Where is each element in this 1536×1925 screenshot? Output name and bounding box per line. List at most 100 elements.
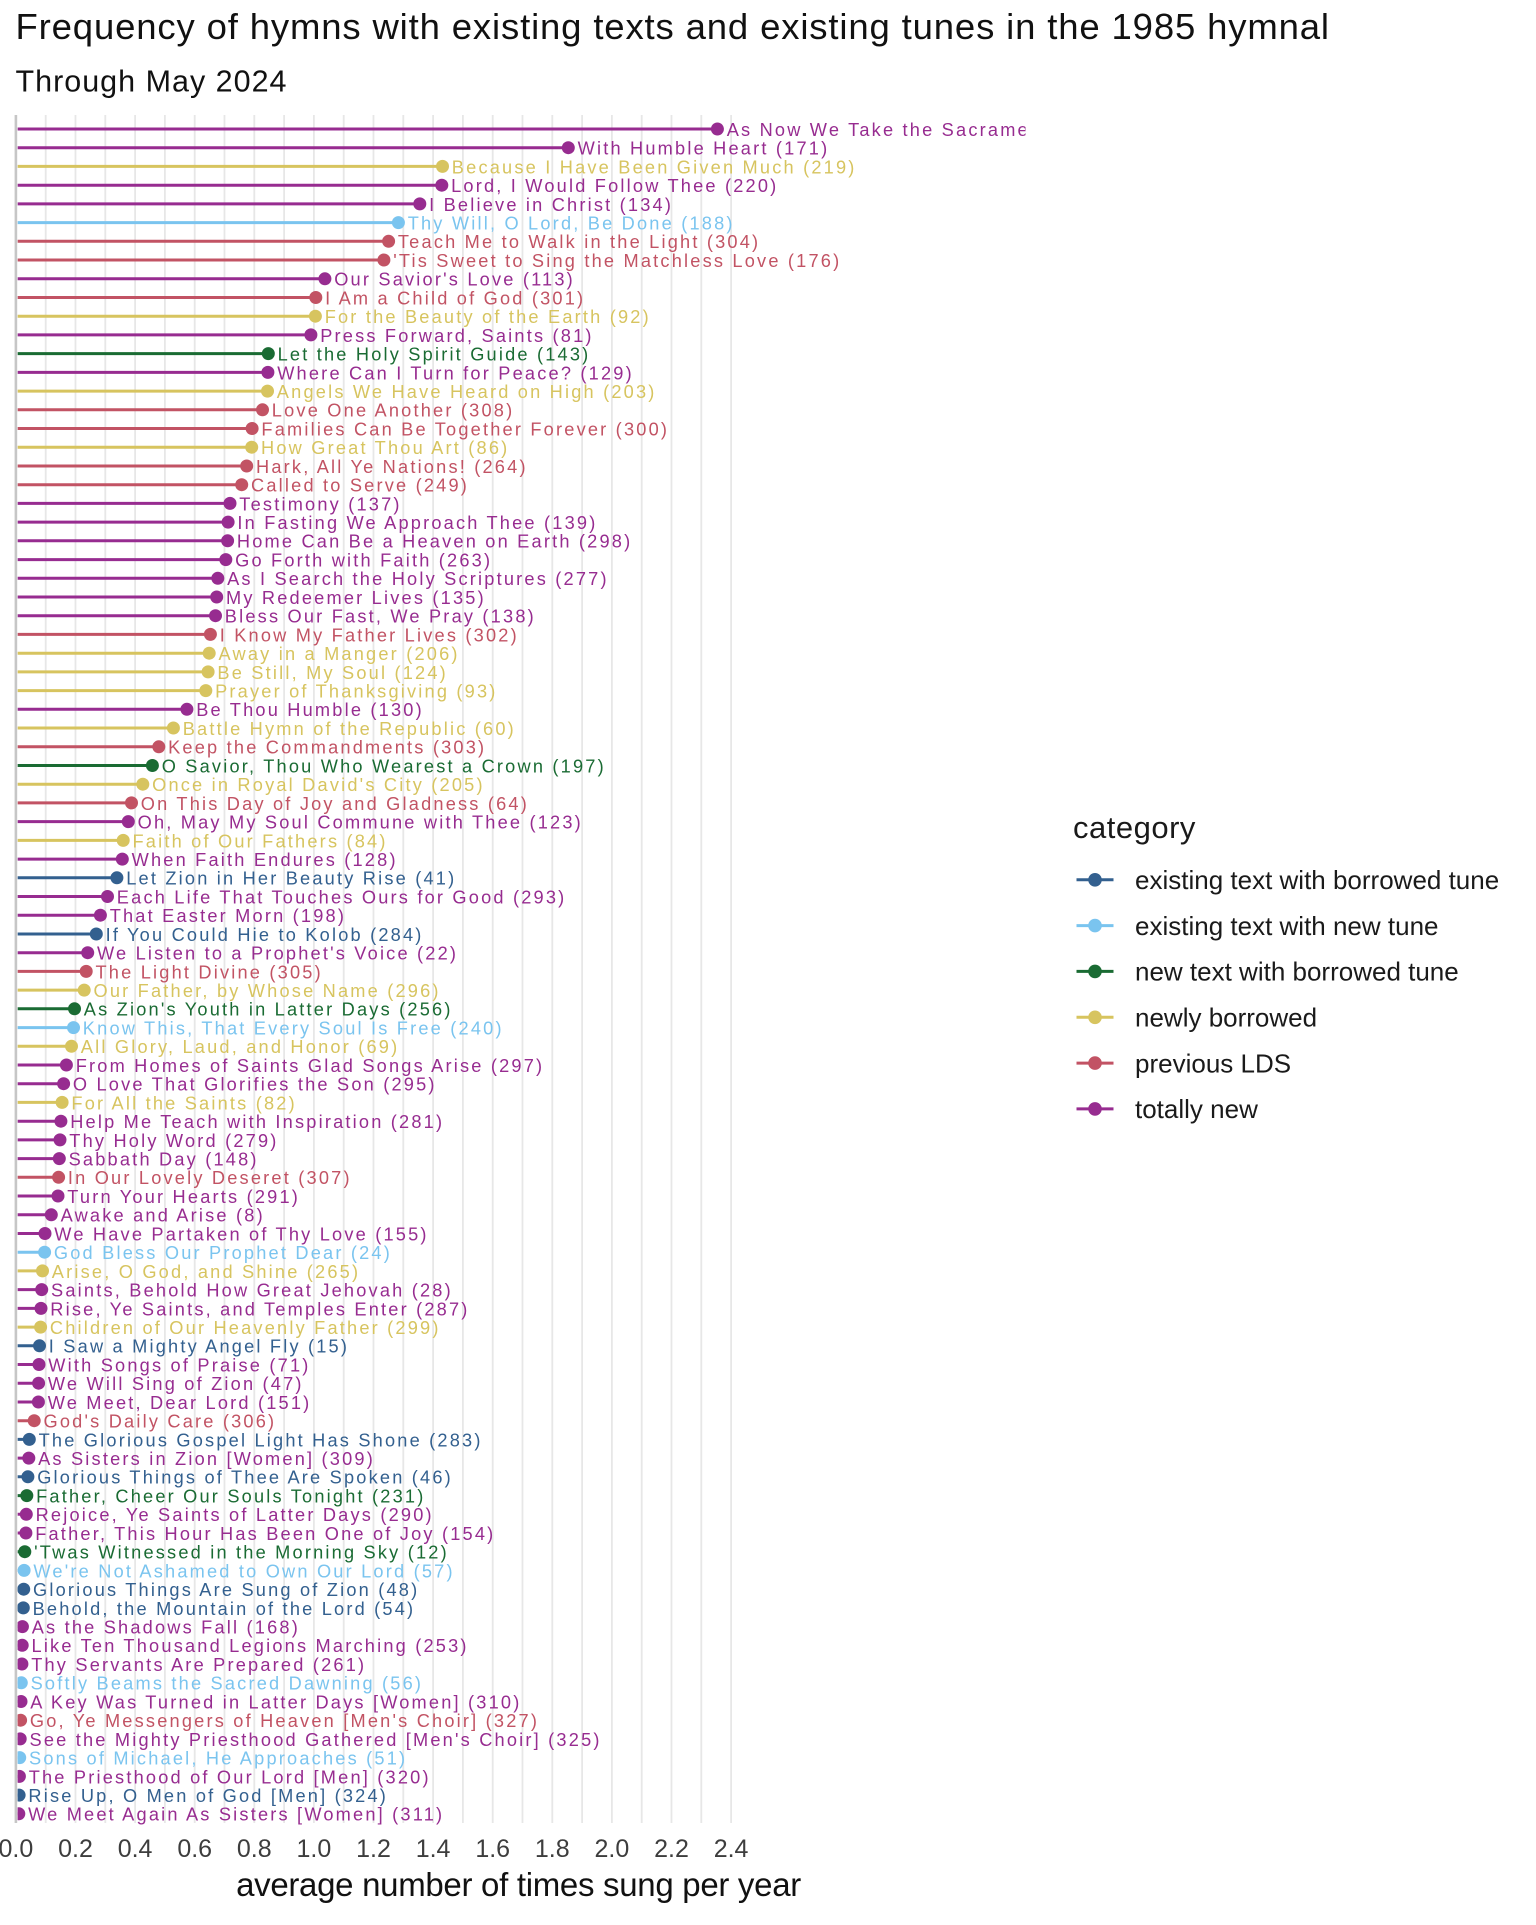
svg-text:Once in Royal David's City (20: Once in Royal David's City (205) (152, 775, 485, 795)
svg-text:Frequency of hymns with existi: Frequency of hymns with existing texts a… (16, 6, 1330, 47)
svg-text:We Will Sing of Zion (47): We Will Sing of Zion (47) (48, 1374, 304, 1394)
svg-text:0.6: 0.6 (177, 1835, 212, 1863)
svg-text:Sabbath Day (148): Sabbath Day (148) (69, 1150, 259, 1170)
svg-text:Father, Cheer Our Souls Tonigh: Father, Cheer Our Souls Tonight (231) (36, 1487, 425, 1507)
svg-text:When Faith Endures (128): When Faith Endures (128) (132, 850, 398, 870)
svg-text:totally new: totally new (1135, 1094, 1258, 1124)
svg-text:newly borrowed: newly borrowed (1135, 1003, 1317, 1033)
svg-text:The Glorious Gospel Light Has: The Glorious Gospel Light Has Shone (283… (39, 1430, 483, 1450)
svg-text:Our Father, by Whose Name (296: Our Father, by Whose Name (296) (94, 981, 441, 1001)
svg-text:0.8: 0.8 (237, 1835, 272, 1863)
svg-text:Keep the Commandments (303): Keep the Commandments (303) (168, 738, 486, 758)
svg-text:Awake and Arise (8): Awake and Arise (8) (61, 1206, 265, 1226)
svg-text:On This Day of Joy and Gladnes: On This Day of Joy and Gladness (64) (141, 794, 529, 814)
svg-text:Glorious Things of Thee Are Sp: Glorious Things of Thee Are Spoken (46) (37, 1468, 453, 1488)
svg-text:I Am a Child of God (301): I Am a Child of God (301) (325, 288, 585, 308)
svg-text:Turn Your Hearts (291): Turn Your Hearts (291) (67, 1187, 300, 1207)
svg-text:We Meet, Dear Lord (151): We Meet, Dear Lord (151) (48, 1393, 312, 1413)
svg-text:Know This, That Every Soul Is: Know This, That Every Soul Is Free (240) (83, 1019, 504, 1039)
svg-text:1.4: 1.4 (416, 1835, 451, 1863)
svg-text:Bless Our Fast, We Pray (138): Bless Our Fast, We Pray (138) (225, 607, 536, 627)
svg-text:In Our Lovely Deseret (307): In Our Lovely Deseret (307) (68, 1168, 352, 1188)
svg-text:Let Zion in Her Beauty Rise (4: Let Zion in Her Beauty Rise (41) (126, 869, 456, 889)
svg-text:As Sisters in Zion [Women] (30: As Sisters in Zion [Women] (309) (38, 1449, 375, 1469)
svg-text:As the Shadows Fall (168): As the Shadows Fall (168) (32, 1618, 300, 1638)
svg-text:With Songs of Praise (71): With Songs of Praise (71) (48, 1355, 310, 1375)
svg-text:Thy Will, O Lord, Be Done (188: Thy Will, O Lord, Be Done (188) (408, 214, 735, 234)
svg-text:From Homes of Saints Glad Song: From Homes of Saints Glad Songs Arise (2… (76, 1056, 545, 1076)
svg-text:Our Savior's Love (113): Our Savior's Love (113) (334, 270, 575, 290)
svg-text:O Love That Glorifies the Son: O Love That Glorifies the Son (295) (73, 1075, 437, 1095)
svg-text:Rise Up, O Men of God [Men] (3: Rise Up, O Men of God [Men] (324) (28, 1786, 388, 1806)
svg-text:Press Forward, Saints (81): Press Forward, Saints (81) (320, 326, 594, 346)
svg-text:Lord, I Would Follow Thee (220: Lord, I Would Follow Thee (220) (451, 176, 778, 196)
svg-text:My Redeemer Lives (135): My Redeemer Lives (135) (226, 588, 486, 608)
svg-text:Oh, May My Soul Commune with T: Oh, May My Soul Commune with Thee (123) (138, 813, 583, 833)
svg-text:0.2: 0.2 (58, 1835, 93, 1863)
svg-text:Behold, the Mountain of the Lo: Behold, the Mountain of the Lord (54) (33, 1599, 416, 1619)
svg-text:1.0: 1.0 (297, 1835, 332, 1863)
svg-text:O Savior, Thou Who Wearest a C: O Savior, Thou Who Wearest a Crown (197) (162, 756, 606, 776)
svg-text:Go Forth with Faith (263): Go Forth with Faith (263) (235, 551, 492, 571)
svg-text:Through May 2024: Through May 2024 (16, 65, 288, 99)
svg-text:For All the Saints (82): For All the Saints (82) (71, 1093, 296, 1113)
svg-text:existing text with new tune: existing text with new tune (1135, 911, 1439, 941)
svg-text:I Know My Father Lives (302): I Know My Father Lives (302) (220, 625, 519, 645)
svg-text:With Humble Heart (171): With Humble Heart (171) (578, 139, 830, 159)
svg-text:average number of times sung p: average number of times sung per year (236, 1866, 801, 1903)
svg-text:We Listen to a Prophet's Voice: We Listen to a Prophet's Voice (22) (97, 944, 458, 964)
svg-text:Saints, Behold How Great Jehov: Saints, Behold How Great Jehovah (28) (51, 1281, 453, 1301)
svg-text:Faith of Our Fathers (84): Faith of Our Fathers (84) (133, 831, 388, 851)
svg-text:2.2: 2.2 (654, 1835, 689, 1863)
svg-text:Hark, All Ye Nations! (264): Hark, All Ye Nations! (264) (256, 457, 528, 477)
svg-text:Father, This Hour Has Been One: Father, This Hour Has Been One of Joy (1… (35, 1524, 495, 1544)
svg-text:Angels We Have Heard on High (: Angels We Have Heard on High (203) (277, 382, 657, 402)
svg-text:Softly Beams the Sacred Dawnin: Softly Beams the Sacred Dawning (56) (31, 1674, 424, 1694)
svg-text:Battle Hymn of the Republic (6: Battle Hymn of the Republic (60) (183, 719, 516, 739)
svg-text:I Believe in Christ (134): I Believe in Christ (134) (429, 195, 673, 215)
svg-text:Rise, Ye Saints, and Temples E: Rise, Ye Saints, and Temples Enter (287) (50, 1299, 469, 1319)
svg-text:As Now We Take the Sacrament (: As Now We Take the Sacrament (169) (727, 120, 1110, 140)
svg-text:Thy Holy Word (279): Thy Holy Word (279) (69, 1131, 278, 1151)
svg-text:Each Life That Touches Ours fo: Each Life That Touches Ours for Good (29… (117, 887, 567, 907)
svg-text:Let the Holy Spirit Guide (143: Let the Holy Spirit Guide (143) (278, 345, 591, 365)
svg-text:Thy Servants Are Prepared (261: Thy Servants Are Prepared (261) (31, 1655, 366, 1675)
svg-text:2.0: 2.0 (595, 1835, 630, 1863)
svg-text:As Zion's Youth in Latter Days: As Zion's Youth in Latter Days (256) (84, 1000, 453, 1020)
svg-text:Testimony (137): Testimony (137) (239, 494, 401, 514)
svg-text:0.4: 0.4 (118, 1835, 153, 1863)
svg-text:The Light Divine (305): The Light Divine (305) (96, 962, 323, 982)
svg-text:Away in a Manger (206): Away in a Manger (206) (219, 644, 460, 664)
svg-text:existing text with borrowed tu: existing text with borrowed tune (1135, 865, 1499, 895)
svg-text:0.0: 0.0 (0, 1835, 33, 1863)
svg-text:Help Me Teach with Inspiration: Help Me Teach with Inspiration (281) (70, 1112, 444, 1132)
svg-text:As I Search the Holy Scripture: As I Search the Holy Scriptures (277) (227, 569, 609, 589)
svg-text:Glorious Things Are Sung of Zi: Glorious Things Are Sung of Zion (48) (33, 1580, 419, 1600)
svg-text:Like Ten Thousand Legions Marc: Like Ten Thousand Legions Marching (253) (32, 1636, 469, 1656)
svg-text:The Priesthood of Our Lord [Me: The Priesthood of Our Lord [Men] (320) (29, 1767, 431, 1787)
svg-text:1.8: 1.8 (535, 1835, 570, 1863)
svg-text:new text with borrowed tune: new text with borrowed tune (1135, 957, 1459, 987)
svg-text:How Great Thou Art (86): How Great Thou Art (86) (261, 438, 509, 458)
svg-text:Called to Serve (249): Called to Serve (249) (251, 476, 469, 496)
svg-text:If You Could Hie to Kolob (284: If You Could Hie to Kolob (284) (106, 925, 424, 945)
svg-text:Where Can I Turn for Peace? (1: Where Can I Turn for Peace? (129) (277, 363, 634, 383)
svg-text:2.4: 2.4 (714, 1835, 749, 1863)
svg-text:Love One Another (308): Love One Another (308) (272, 401, 515, 421)
svg-text:I Saw a Mighty Angel Fly (15): I Saw a Mighty Angel Fly (15) (49, 1337, 349, 1357)
svg-text:Children of Our Heavenly Fathe: Children of Our Heavenly Father (299) (50, 1318, 441, 1338)
svg-text:We Meet Again As Sisters [Wome: We Meet Again As Sisters [Women] (311) (28, 1805, 444, 1825)
svg-text:Be Thou Humble (130): Be Thou Humble (130) (196, 700, 424, 720)
svg-text:God's Daily Care (306): God's Daily Care (306) (44, 1412, 277, 1432)
svg-text:Arise, O God, and Shine (265): Arise, O God, and Shine (265) (52, 1262, 360, 1282)
svg-text:In Fasting We Approach Thee (1: In Fasting We Approach Thee (139) (237, 513, 597, 533)
svg-text:Go, Ye Messengers of Heaven [M: Go, Ye Messengers of Heaven [Men's Choir… (30, 1711, 539, 1731)
svg-text:Teach Me to Walk in the Light: Teach Me to Walk in the Light (304) (398, 232, 760, 252)
svg-text:category: category (1073, 810, 1196, 845)
svg-text:'Twas Witnessed in the Morning: 'Twas Witnessed in the Morning Sky (12) (34, 1543, 449, 1563)
svg-text:For the Beauty of the Earth (9: For the Beauty of the Earth (92) (325, 307, 651, 327)
svg-text:1.6: 1.6 (475, 1835, 510, 1863)
svg-text:1.2: 1.2 (356, 1835, 391, 1863)
svg-text:Home Can Be a Heaven on Earth: Home Can Be a Heaven on Earth (298) (237, 532, 632, 552)
svg-text:That Easter Morn (198): That Easter Morn (198) (110, 906, 346, 926)
